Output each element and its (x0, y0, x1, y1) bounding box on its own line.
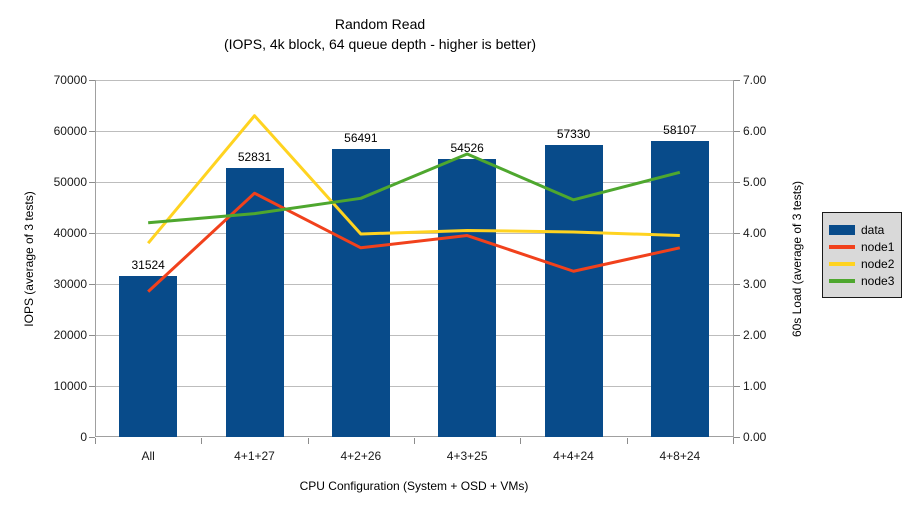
legend-swatch-icon (829, 261, 855, 266)
right-axis-tickmark (734, 131, 740, 132)
legend: data node1 node2 node3 (822, 212, 902, 298)
x-axis-tick-label: 4+1+27 (234, 449, 275, 463)
x-axis-tickmark (201, 438, 203, 444)
x-axis-tickmark (95, 438, 96, 444)
bar (119, 276, 178, 437)
right-axis-tick-label: 1.00 (743, 379, 767, 393)
x-axis-tick-label: 4+2+26 (340, 449, 382, 463)
left-axis-tick-label: 40000 (53, 226, 87, 240)
x-axis-tick-label: 4+4+24 (553, 449, 594, 463)
legend-item-node1[interactable]: node1 (829, 238, 895, 255)
bar-value-label: 31524 (131, 258, 165, 273)
right-axis-tickmark (734, 386, 740, 387)
right-axis-title: 60s Load (average of 3 tests) (790, 180, 804, 337)
x-axis-tickmark (520, 438, 522, 444)
legend-item-data[interactable]: data (829, 221, 895, 238)
x-axis-title: CPU Configuration (System + OSD + VMs) (299, 479, 529, 493)
line-series-node1 (147, 191, 681, 293)
left-axis-tickmark (89, 386, 95, 387)
left-axis-tickmark (89, 335, 95, 336)
legend-label: node2 (861, 256, 895, 271)
gridline (96, 131, 734, 132)
legend-item-node3[interactable]: node3 (829, 272, 895, 289)
left-axis-title: IOPS (average of 3 tests) (22, 190, 36, 327)
legend-swatch-icon (829, 244, 855, 249)
left-axis-tickmark (89, 80, 95, 81)
bar-value-label: 52831 (237, 149, 272, 164)
x-axis-tickmark (733, 438, 734, 444)
legend-swatch-icon (829, 278, 855, 283)
left-axis-tick-label: 70000 (53, 73, 87, 87)
right-axis-tick-label: 7.00 (743, 73, 767, 87)
bar (650, 140, 709, 437)
bar-value-label: 58107 (663, 122, 697, 137)
right-axis-tick-label: 6.00 (743, 124, 767, 138)
x-axis-tick-label: 4+3+25 (446, 449, 488, 463)
left-axis-tickmark (89, 131, 95, 132)
legend-label: data (861, 222, 885, 237)
bar-value-label: 56491 (344, 130, 378, 145)
x-axis-tickmark (626, 438, 628, 444)
legend-swatch-icon (829, 224, 855, 235)
legend-label: node1 (861, 239, 895, 254)
x-axis-tickmark (307, 438, 309, 444)
left-axis-tickmark (89, 182, 95, 183)
gridline (96, 182, 734, 183)
right-axis-tickmark (734, 284, 740, 285)
line-series-node3 (148, 152, 681, 225)
left-axis-tick-label: 50000 (53, 175, 87, 189)
left-axis-tick-label: 10000 (53, 379, 87, 393)
left-axis-tickmark (89, 437, 95, 438)
right-axis-line (733, 80, 734, 438)
right-axis-tick-label: 2.00 (743, 328, 767, 342)
right-axis-tickmark (734, 335, 740, 336)
right-axis-tick-label: 4.00 (743, 226, 767, 240)
x-axis-tickmark (414, 438, 415, 444)
right-axis-tick-label: 0.00 (743, 430, 767, 444)
x-axis-tick-label: All (141, 449, 155, 463)
bar-value-label: 54526 (450, 140, 484, 155)
right-axis-tick-label: 3.00 (743, 277, 767, 291)
chart-title-line-1: Random Read (334, 16, 426, 32)
gridline (96, 335, 734, 336)
bar-value-label: 57330 (556, 126, 591, 141)
gridline (96, 284, 734, 285)
left-axis-tick-label: 60000 (53, 124, 87, 138)
left-axis-tick-label: 0 (80, 430, 87, 444)
left-axis-tickmark (89, 284, 95, 285)
line-series-node2 (147, 114, 680, 245)
right-axis-tickmark (734, 437, 740, 438)
bar (438, 158, 497, 437)
left-axis-tickmark (89, 233, 95, 234)
right-axis-tickmark (734, 233, 740, 234)
legend-label: node3 (861, 273, 895, 288)
left-axis-tick-label: 30000 (53, 277, 87, 291)
right-axis-tick-label: 5.00 (743, 175, 767, 189)
legend-item-node2[interactable]: node2 (829, 255, 895, 272)
left-axis-tick-label: 20000 (53, 328, 87, 342)
chart-title: Random Read (IOPS, 4k block, 64 queue de… (0, 14, 760, 54)
x-axis-tick-label: 4+8+24 (659, 449, 701, 463)
gridline (96, 386, 734, 387)
chart-title-line-2: (IOPS, 4k block, 64 queue depth - higher… (223, 36, 537, 52)
right-axis-tickmark (734, 80, 740, 81)
right-axis-tickmark (734, 182, 740, 183)
gridline (96, 80, 734, 81)
